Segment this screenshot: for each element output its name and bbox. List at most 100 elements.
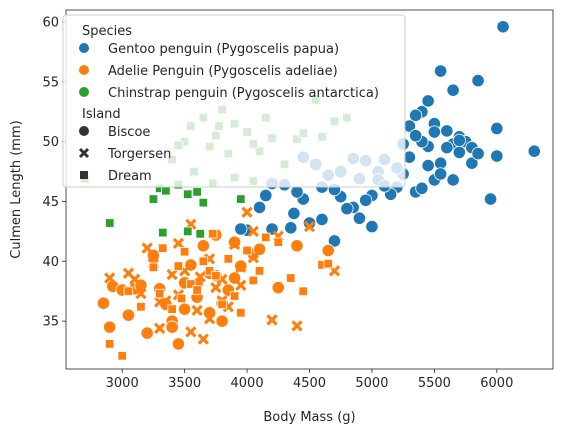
data-point (194, 271, 206, 283)
legend-island-title: Island (82, 107, 121, 122)
data-point (409, 108, 423, 122)
y-tick-label: 60 (42, 15, 59, 30)
data-point (254, 266, 265, 276)
data-point (241, 206, 253, 218)
data-point (290, 239, 304, 253)
data-point (465, 156, 479, 170)
data-point (105, 339, 115, 349)
data-point (186, 279, 196, 289)
legend-adelie-marker (79, 65, 89, 75)
data-point (105, 218, 115, 228)
y-tick-label: 35 (42, 315, 59, 330)
data-point (148, 262, 159, 272)
data-point (227, 235, 242, 249)
legend-biscoe-marker (79, 126, 89, 136)
data-point (427, 125, 441, 139)
data-point (490, 121, 504, 136)
data-point (198, 256, 209, 267)
data-point (421, 94, 435, 108)
data-point (208, 229, 218, 239)
data-point (352, 211, 367, 225)
data-point (217, 299, 227, 310)
data-point (434, 64, 448, 78)
data-point (261, 232, 271, 243)
data-point (327, 234, 342, 248)
data-point (96, 296, 111, 310)
data-point (192, 187, 202, 197)
x-axis: 3000 3500 4000 4500 5000 5500 6000 (106, 369, 513, 391)
data-point (234, 222, 248, 236)
data-point (195, 229, 205, 239)
data-point (323, 258, 333, 269)
data-point (223, 254, 234, 264)
data-point (165, 320, 179, 334)
data-point (154, 288, 165, 299)
data-point (135, 287, 147, 300)
data-point (154, 322, 166, 334)
data-point (158, 243, 168, 253)
data-point (215, 314, 229, 328)
data-point (446, 83, 460, 97)
legend-chinstrap-marker (79, 87, 89, 97)
legend-gentoo-label: Gentoo penguin (Pygoscelis papua) (108, 42, 339, 57)
data-point (197, 333, 209, 345)
legend-dream-label: Dream (108, 169, 152, 184)
data-point (236, 194, 246, 204)
legend-torgersen-label: Torgersen (107, 147, 171, 162)
data-point (290, 185, 304, 199)
data-point (204, 266, 215, 276)
data-point (266, 314, 278, 326)
data-point (191, 304, 203, 316)
data-point (527, 144, 541, 158)
x-tick-label: 4000 (231, 376, 264, 391)
y-tick-label: 45 (42, 195, 59, 210)
data-point (298, 286, 308, 296)
data-point (248, 275, 259, 286)
data-point (471, 74, 485, 88)
x-tick-label: 6000 (480, 376, 513, 391)
data-point (236, 308, 246, 318)
x-axis-label: Body Mass (g) (263, 410, 355, 425)
data-point (271, 281, 285, 295)
data-point (117, 351, 127, 361)
data-point (176, 293, 187, 304)
data-point (171, 337, 185, 351)
data-point (446, 173, 460, 187)
data-point (140, 326, 154, 340)
data-point (178, 302, 192, 316)
legend: Species Gentoo penguin (Pygoscelis papua… (62, 14, 406, 188)
data-point (192, 285, 202, 295)
data-point (173, 261, 184, 271)
data-point (365, 219, 379, 234)
data-point (259, 188, 273, 203)
data-point (136, 302, 146, 312)
data-point (242, 245, 252, 256)
data-point (452, 145, 466, 160)
data-point (198, 197, 209, 208)
data-point (303, 220, 316, 233)
data-point (452, 133, 466, 148)
legend-gentoo-marker (79, 43, 89, 53)
x-tick-label: 3000 (106, 376, 139, 391)
legend-box (62, 14, 406, 188)
legend-chinstrap-label: Chinstrap penguin (Pygoscelis antarctica… (108, 86, 379, 101)
y-axis: 35 40 45 50 55 60 (42, 15, 66, 330)
y-tick-label: 40 (42, 255, 59, 270)
data-point (141, 242, 153, 254)
data-point (203, 313, 216, 325)
data-point (183, 226, 193, 237)
x-tick-label: 3500 (168, 376, 201, 391)
data-point (315, 212, 329, 227)
data-point (211, 270, 221, 281)
data-point (321, 243, 335, 258)
data-point (302, 216, 317, 230)
data-point (490, 149, 504, 163)
x-tick-label: 4500 (293, 376, 326, 391)
data-point (179, 247, 190, 257)
data-point (158, 227, 168, 238)
data-point (148, 194, 159, 204)
data-point (229, 291, 240, 301)
data-point (440, 124, 454, 138)
legend-dream-marker (80, 171, 88, 179)
